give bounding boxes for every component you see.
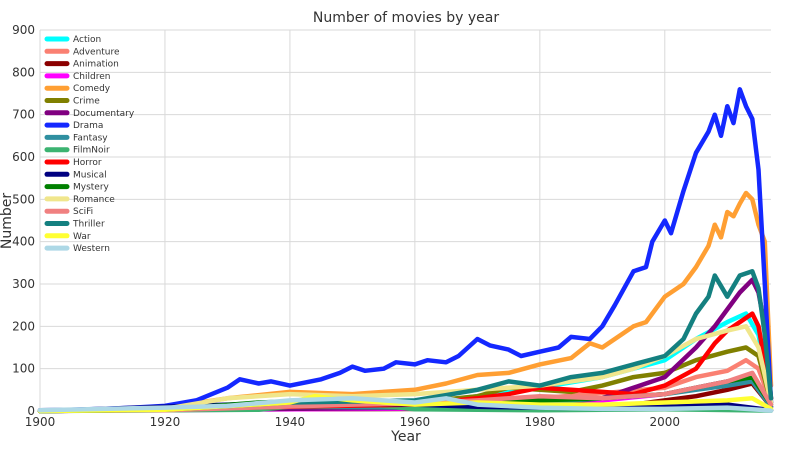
x-tick-label: 1900: [25, 415, 56, 429]
legend-label: Drama: [73, 121, 103, 131]
y-tick-label: 800: [12, 65, 35, 79]
y-tick-label: 900: [12, 23, 35, 37]
legend-label: Musical: [73, 170, 107, 180]
y-tick-label: 0: [27, 404, 35, 418]
series-line-thriller: [37, 269, 774, 414]
y-tick-label: 100: [12, 362, 35, 376]
x-tick-label: 1980: [525, 415, 556, 429]
legend-label: War: [73, 232, 91, 242]
series-line-western: [37, 396, 774, 413]
legend-label: SciFi: [73, 207, 93, 217]
legend-item-war: War: [44, 232, 91, 242]
chart-title: Number of movies by year: [313, 10, 499, 26]
legend-label: Documentary: [73, 109, 135, 119]
legend-item-western: Western: [44, 244, 110, 254]
legend-label: Western: [73, 244, 110, 254]
x-tick-label: 1960: [400, 415, 431, 429]
legend-item-comedy: Comedy: [44, 84, 111, 94]
legend-item-drama: Drama: [44, 121, 103, 131]
legend-item-mystery: Mystery: [44, 183, 110, 193]
legend-item-filmnoir: FilmNoir: [44, 146, 110, 156]
legend: Action Adventure Animation Children Comedy Cr…: [44, 35, 135, 254]
legend-item-documentary: Documentary: [44, 109, 135, 119]
legend-item-horror: Horror: [44, 158, 102, 168]
legend-label: Thriller: [72, 220, 105, 230]
legend-item-adventure: Adventure: [44, 47, 120, 57]
legend-item-musical: Musical: [44, 170, 107, 180]
x-tick-label: 1940: [275, 415, 306, 429]
series-layer: [37, 87, 774, 414]
legend-label: Fantasy: [73, 133, 108, 143]
y-tick-label: 700: [12, 108, 35, 122]
legend-item-animation: Animation: [44, 60, 119, 70]
legend-label: Mystery: [73, 183, 110, 193]
legend-item-crime: Crime: [44, 97, 100, 107]
legend-label: Comedy: [73, 84, 111, 94]
x-axis-label: Year: [390, 429, 421, 445]
y-tick-label: 300: [12, 277, 35, 291]
legend-label: Animation: [73, 60, 119, 70]
legend-item-romance: Romance: [44, 195, 115, 205]
series-line-scifi: [37, 370, 774, 413]
legend-label: FilmNoir: [73, 146, 110, 156]
grid: [39, 29, 771, 412]
legend-item-children: Children: [44, 72, 110, 82]
legend-item-action: Action: [44, 35, 101, 45]
legend-label: Adventure: [73, 47, 120, 57]
y-tick-label: 600: [12, 150, 35, 164]
legend-label: Romance: [73, 195, 115, 205]
series-line-comedy: [37, 190, 774, 413]
legend-label: Children: [73, 72, 110, 82]
x-ticks: 1900 1920 1940 1960 1980 2000: [25, 415, 680, 429]
series-line-drama: [37, 87, 774, 413]
legend-item-fantasy: Fantasy: [44, 133, 108, 143]
y-tick-label: 200: [12, 319, 35, 333]
y-axis-label: Number: [0, 193, 15, 249]
legend-label: Horror: [73, 158, 102, 168]
legend-label: Crime: [73, 97, 100, 107]
y-tick-label: 400: [12, 235, 35, 249]
legend-label: Action: [73, 35, 101, 45]
x-tick-label: 1920: [150, 415, 181, 429]
y-ticks: 0 100 200 300 400 500 600 700 800 900: [12, 23, 35, 418]
legend-item-thriller: Thriller: [44, 220, 105, 230]
legend-item-scifi: SciFi: [44, 207, 93, 217]
x-tick-label: 2000: [650, 415, 681, 429]
plot-area: [40, 30, 771, 411]
series-line-romance: [37, 324, 774, 413]
y-tick-label: 500: [12, 192, 35, 206]
